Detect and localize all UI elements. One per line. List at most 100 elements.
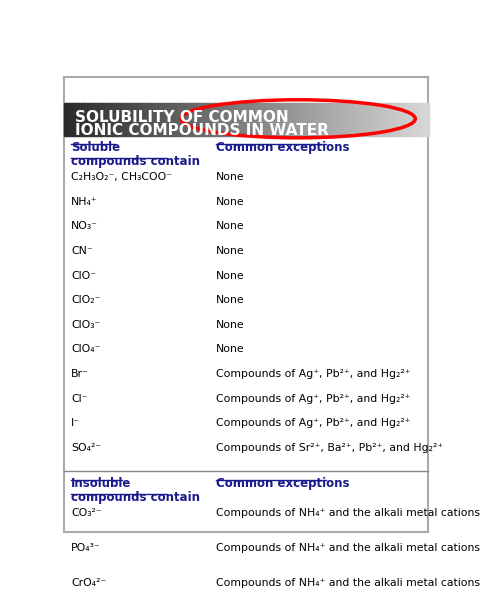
Bar (382, 103, 385, 136)
Text: CO₃²⁻: CO₃²⁻ (71, 508, 102, 519)
Text: None: None (216, 246, 245, 256)
Bar (426, 103, 429, 136)
Bar (78, 103, 81, 136)
Bar (190, 103, 193, 136)
Bar (98, 103, 100, 136)
Text: ClO⁻: ClO⁻ (71, 271, 96, 280)
Bar (353, 103, 356, 136)
Bar (195, 103, 198, 136)
Bar (163, 103, 166, 136)
Bar (105, 103, 108, 136)
Bar (355, 103, 358, 136)
Text: None: None (216, 320, 245, 330)
Bar (409, 103, 412, 136)
Bar (295, 103, 298, 136)
Text: None: None (216, 344, 245, 355)
Bar (185, 103, 188, 136)
Bar (290, 103, 292, 136)
Bar (302, 103, 305, 136)
Bar (346, 103, 348, 136)
Bar (90, 103, 93, 136)
Bar (399, 103, 402, 136)
Bar (307, 103, 310, 136)
Bar (402, 103, 404, 136)
Bar (200, 103, 203, 136)
Bar (154, 103, 156, 136)
Bar (71, 103, 74, 136)
Text: Cl⁻: Cl⁻ (71, 394, 87, 403)
Bar (419, 103, 421, 136)
Bar (319, 103, 322, 136)
Bar (407, 103, 409, 136)
Bar (124, 103, 127, 136)
Bar (377, 103, 380, 136)
Text: None: None (216, 197, 245, 207)
Text: C₂H₃O₂⁻, CH₃COO⁻: C₂H₃O₂⁻, CH₃COO⁻ (71, 172, 172, 182)
Bar (331, 103, 334, 136)
Bar (108, 103, 110, 136)
Text: IONIC COMPOUNDS IN WATER: IONIC COMPOUNDS IN WATER (75, 124, 329, 139)
Bar (392, 103, 395, 136)
Text: CrO₄²⁻: CrO₄²⁻ (71, 578, 107, 588)
Bar (265, 103, 268, 136)
Bar (253, 103, 256, 136)
Bar (414, 103, 417, 136)
Bar (292, 103, 295, 136)
Text: Common exceptions: Common exceptions (216, 477, 350, 490)
Bar (309, 103, 312, 136)
Bar (129, 103, 132, 136)
Bar (178, 103, 181, 136)
Text: None: None (216, 221, 245, 232)
Text: None: None (216, 172, 245, 182)
Text: Insoluble: Insoluble (71, 477, 132, 490)
Text: compounds contain: compounds contain (71, 154, 200, 168)
Bar (217, 103, 220, 136)
Text: Compounds of Ag⁺, Pb²⁺, and Hg₂²⁺: Compounds of Ag⁺, Pb²⁺, and Hg₂²⁺ (216, 369, 411, 379)
Bar (304, 103, 307, 136)
Text: NH₄⁺: NH₄⁺ (71, 197, 98, 207)
Text: I⁻: I⁻ (71, 418, 80, 428)
Bar (176, 103, 179, 136)
Bar (343, 103, 346, 136)
Bar (96, 103, 98, 136)
Bar (180, 103, 183, 136)
Bar (300, 103, 302, 136)
Text: Common exceptions: Common exceptions (216, 140, 350, 154)
Bar (288, 103, 290, 136)
Bar (368, 103, 371, 136)
Bar (370, 103, 373, 136)
Bar (222, 103, 225, 136)
Bar (103, 103, 106, 136)
Bar (280, 103, 283, 136)
Bar (389, 103, 392, 136)
Bar (396, 103, 399, 136)
Bar (423, 103, 426, 136)
Text: Compounds of NH₄⁺ and the alkali metal cations: Compounds of NH₄⁺ and the alkali metal c… (216, 543, 480, 553)
Bar (83, 103, 86, 136)
Text: NO₃⁻: NO₃⁻ (71, 221, 98, 232)
Text: Compounds of NH₄⁺ and the alkali metal cations: Compounds of NH₄⁺ and the alkali metal c… (216, 508, 480, 519)
Bar (277, 103, 280, 136)
Bar (64, 103, 67, 136)
Bar (202, 103, 205, 136)
Bar (256, 103, 259, 136)
Bar (261, 103, 264, 136)
Bar (372, 103, 375, 136)
Bar (316, 103, 319, 136)
Bar (273, 103, 276, 136)
Bar (329, 103, 331, 136)
Bar (324, 103, 326, 136)
Text: Compounds of Ag⁺, Pb²⁺, and Hg₂²⁺: Compounds of Ag⁺, Pb²⁺, and Hg₂²⁺ (216, 418, 411, 428)
Bar (204, 103, 207, 136)
Bar (416, 103, 419, 136)
Bar (137, 103, 139, 136)
Bar (73, 103, 76, 136)
Bar (115, 103, 118, 136)
Bar (93, 103, 96, 136)
Bar (421, 103, 424, 136)
Bar (168, 103, 171, 136)
Bar (69, 103, 72, 136)
Bar (282, 103, 285, 136)
Bar (321, 103, 324, 136)
Bar (326, 103, 329, 136)
